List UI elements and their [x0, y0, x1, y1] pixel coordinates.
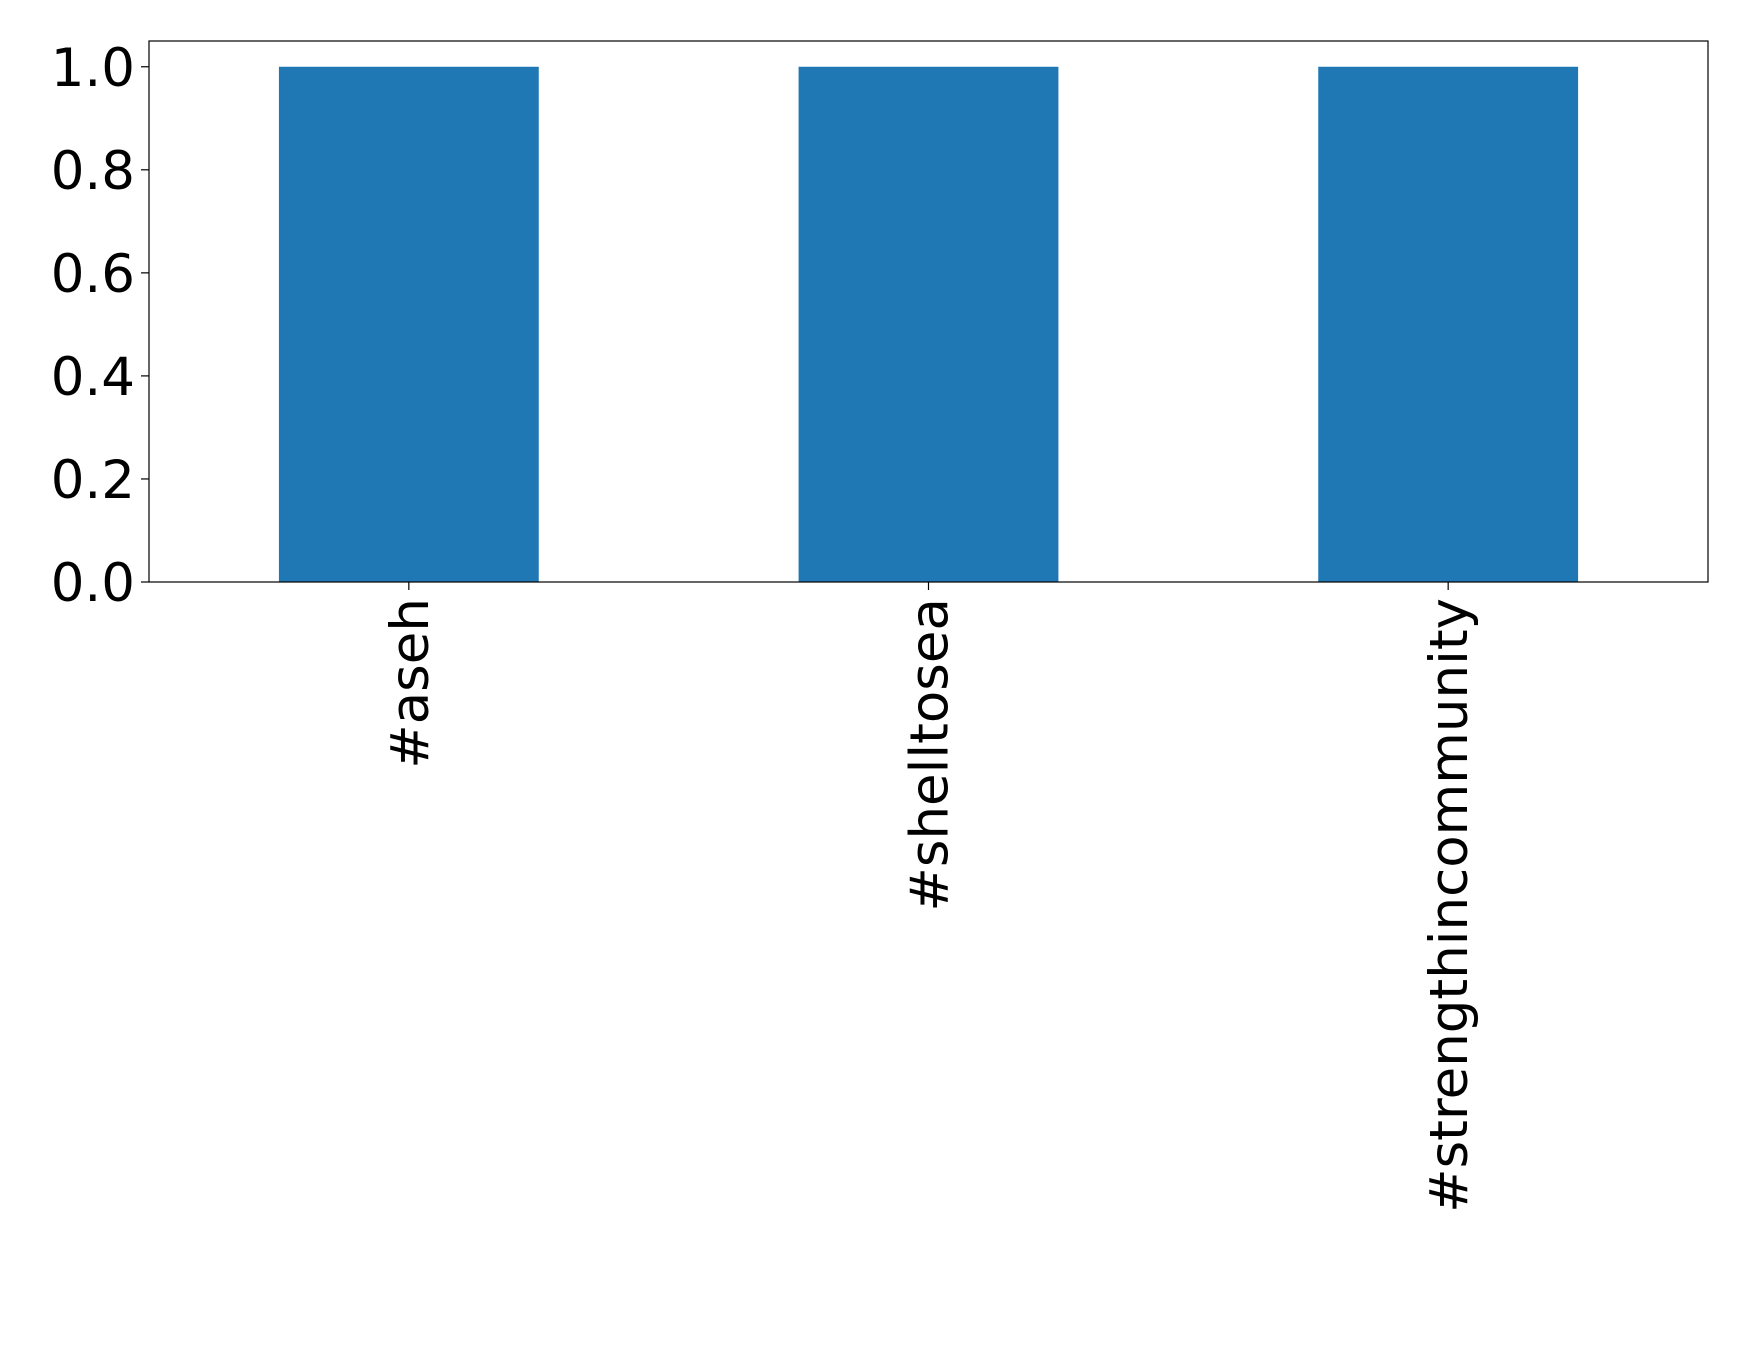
y-tick-label: 1.0: [51, 38, 135, 99]
y-tick-label: 0.2: [51, 450, 135, 511]
y-tick-label: 0.4: [51, 347, 135, 408]
x-tick-label: #aseh: [380, 598, 441, 769]
y-tick-label: 0.8: [51, 141, 135, 202]
plot-frame: [148, 40, 1709, 583]
bar: [1318, 66, 1579, 582]
x-tick-label: #shelltosea: [900, 598, 961, 912]
bar: [798, 66, 1059, 582]
x-tick-label: #strengthincommunity: [1419, 598, 1480, 1213]
bar: [278, 66, 539, 582]
y-tick-label: 0.0: [51, 553, 135, 614]
y-tick-label: 0.6: [51, 244, 135, 305]
